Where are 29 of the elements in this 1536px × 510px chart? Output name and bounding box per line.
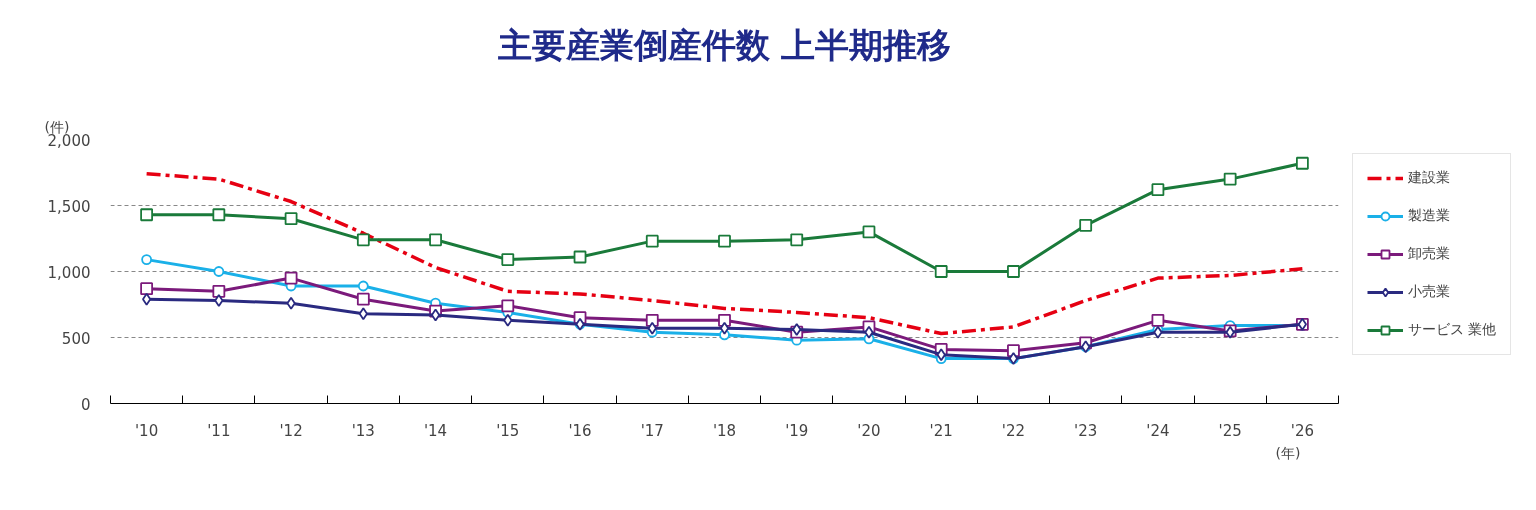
x-tick-label: '23 <box>1074 421 1098 440</box>
y-tick-label: 500 <box>61 329 91 348</box>
x-tick-label: '14 <box>423 421 448 440</box>
y-tick-label: 0 <box>80 395 91 414</box>
x-tick-label: '22 <box>1001 421 1026 440</box>
x-tick-label: '24 <box>1146 421 1170 440</box>
x-tick-label: '19 <box>785 421 809 440</box>
x-tick-label: '15 <box>496 421 520 440</box>
y-tick-label: 1,500 <box>47 197 91 216</box>
legend-label: 製造業 <box>1408 207 1450 225</box>
x-tick-label: '25 <box>1218 421 1242 440</box>
x-tick-label: '16 <box>568 421 592 440</box>
y-tick-label: 1,000 <box>47 263 91 282</box>
x-tick-label: '12 <box>279 421 303 440</box>
x-tick-label: '18 <box>712 421 737 440</box>
x-tick-label: '13 <box>351 421 375 440</box>
x-axis-title: (年) <box>1275 444 1301 461</box>
x-tick-label: '21 <box>929 421 953 440</box>
legend-label: 小売業 <box>1408 283 1450 301</box>
legend-label: 卸売業 <box>1408 245 1450 263</box>
x-tick-label: '10 <box>135 421 159 440</box>
chart-title: 主要産業倒産件数 上半期推移 <box>496 24 952 65</box>
x-tick-label: '26 <box>1290 421 1314 440</box>
legend-label: サービス 業他 <box>1408 321 1497 339</box>
y-axis-title: (件) <box>44 118 70 135</box>
x-tick-label: '11 <box>207 421 231 440</box>
x-tick-label: '17 <box>640 421 664 440</box>
x-tick-label: '20 <box>857 421 881 440</box>
legend-label: 建設業 <box>1408 169 1450 187</box>
